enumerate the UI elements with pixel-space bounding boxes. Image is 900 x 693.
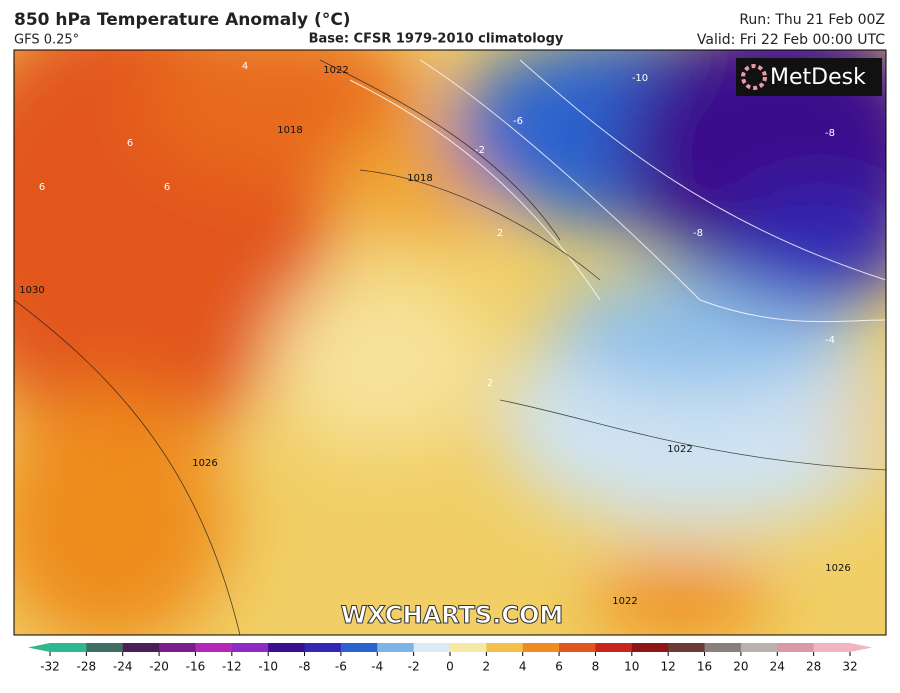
colorbar-tick-label: -10 — [258, 660, 278, 674]
colorbar-segment — [595, 643, 633, 652]
logo-icon — [741, 64, 767, 90]
colorbar-tick-label: 28 — [806, 660, 821, 674]
isobar-label: 1018 — [277, 125, 302, 136]
anomaly-label: 6 — [127, 138, 133, 149]
colorbar-tick-label: -4 — [371, 660, 383, 674]
colorbar-tick-label: -24 — [113, 660, 133, 674]
map — [14, 50, 886, 635]
anomaly-label: 6 — [164, 182, 170, 193]
anomaly-label: -2 — [475, 145, 485, 156]
base-note: Base: CFSR 1979-2010 climatology — [309, 32, 564, 47]
colorbar-tick-label: 32 — [842, 660, 857, 674]
colorbar-segment — [304, 643, 342, 652]
logo-box — [736, 58, 882, 96]
colorbar-tick-label: 6 — [555, 660, 563, 674]
colorbar-segment — [777, 643, 815, 652]
colorbar-segment — [450, 643, 487, 652]
colorbar-segment — [813, 643, 851, 652]
colorbar: -32 -28 -24 -20 -16 -12 -10 -8 -6 -4 -2 0 2 4 6 8 10 12 16… — [28, 643, 872, 674]
colorbar-segment — [377, 643, 415, 652]
colorbar-tick-label: 16 — [697, 660, 712, 674]
colorbar-arrow — [850, 643, 872, 652]
colorbar-arrow — [28, 643, 50, 652]
isobar-label: 1026 — [192, 458, 217, 469]
colorbar-tick-label: -12 — [222, 660, 242, 674]
colorbar-tick-label: -32 — [40, 660, 60, 674]
anomaly-label: -6 — [513, 116, 523, 127]
isobar-label: 1022 — [323, 65, 348, 76]
colorbar-segment — [50, 643, 87, 652]
isobar-label: 1026 — [825, 563, 850, 574]
colorbar-segment — [86, 643, 124, 652]
run-time: Run: Thu 21 Feb 00Z — [739, 12, 885, 28]
colorbar-tick-label: -20 — [149, 660, 169, 674]
colorbar-segment — [413, 643, 451, 652]
colorbar-tick-label: -6 — [335, 660, 347, 674]
colorbar-segment — [668, 643, 706, 652]
colorbar-tick-label: 8 — [592, 660, 600, 674]
colorbar-tick-label: 12 — [661, 660, 676, 674]
isobar-label: 1030 — [19, 285, 44, 296]
colorbar-segment — [195, 643, 233, 652]
colorbar-segment — [740, 643, 778, 652]
colorbar-segment — [159, 643, 196, 652]
logo: MetDesk — [770, 65, 866, 90]
colorbar-tick-label: 0 — [446, 660, 454, 674]
colorbar-tick-label: -28 — [77, 660, 97, 674]
watermark: WXCHARTS.COM — [341, 601, 563, 629]
anomaly-label: 6 — [39, 182, 45, 193]
anomaly-label: 2 — [487, 378, 493, 389]
colorbar-tick-label: 24 — [770, 660, 785, 674]
colorbar-tick-label: 2 — [483, 660, 491, 674]
colorbar-segment — [486, 643, 524, 652]
colorbar-segment — [340, 643, 378, 652]
anomaly-label: -8 — [825, 128, 835, 139]
anomaly-label: -10 — [632, 73, 648, 84]
map-frame — [13, 49, 887, 636]
colorbar-segment — [522, 643, 560, 652]
anomaly-label: -8 — [693, 228, 703, 239]
title: 850 hPa Temperature Anomaly (°C) — [14, 10, 351, 30]
colorbar-tick-label: -16 — [186, 660, 206, 674]
isobar-label: 1018 — [407, 173, 432, 184]
colorbar-segment — [704, 643, 742, 652]
model: GFS 0.25° — [14, 33, 79, 48]
isobar-label: 1022 — [612, 596, 637, 607]
colorbar-segment — [268, 643, 306, 652]
colorbar-segment — [122, 643, 160, 652]
colorbar-tick-label: 10 — [624, 660, 639, 674]
isobar-label: 1022 — [667, 444, 692, 455]
colorbar-tick-label: -2 — [408, 660, 420, 674]
anomaly-label: 4 — [242, 61, 248, 72]
colorbar-segment — [631, 643, 669, 652]
anomaly-label: 2 — [497, 228, 503, 239]
anomaly-label: -4 — [825, 335, 835, 346]
colorbar-segment — [559, 643, 596, 652]
colorbar-tick-label: 4 — [519, 660, 527, 674]
colorbar-tick-label: -8 — [299, 660, 311, 674]
valid-time: Valid: Fri 22 Feb 00:00 UTC — [697, 32, 885, 48]
colorbar-segment — [231, 643, 269, 652]
colorbar-tick-label: 20 — [733, 660, 748, 674]
